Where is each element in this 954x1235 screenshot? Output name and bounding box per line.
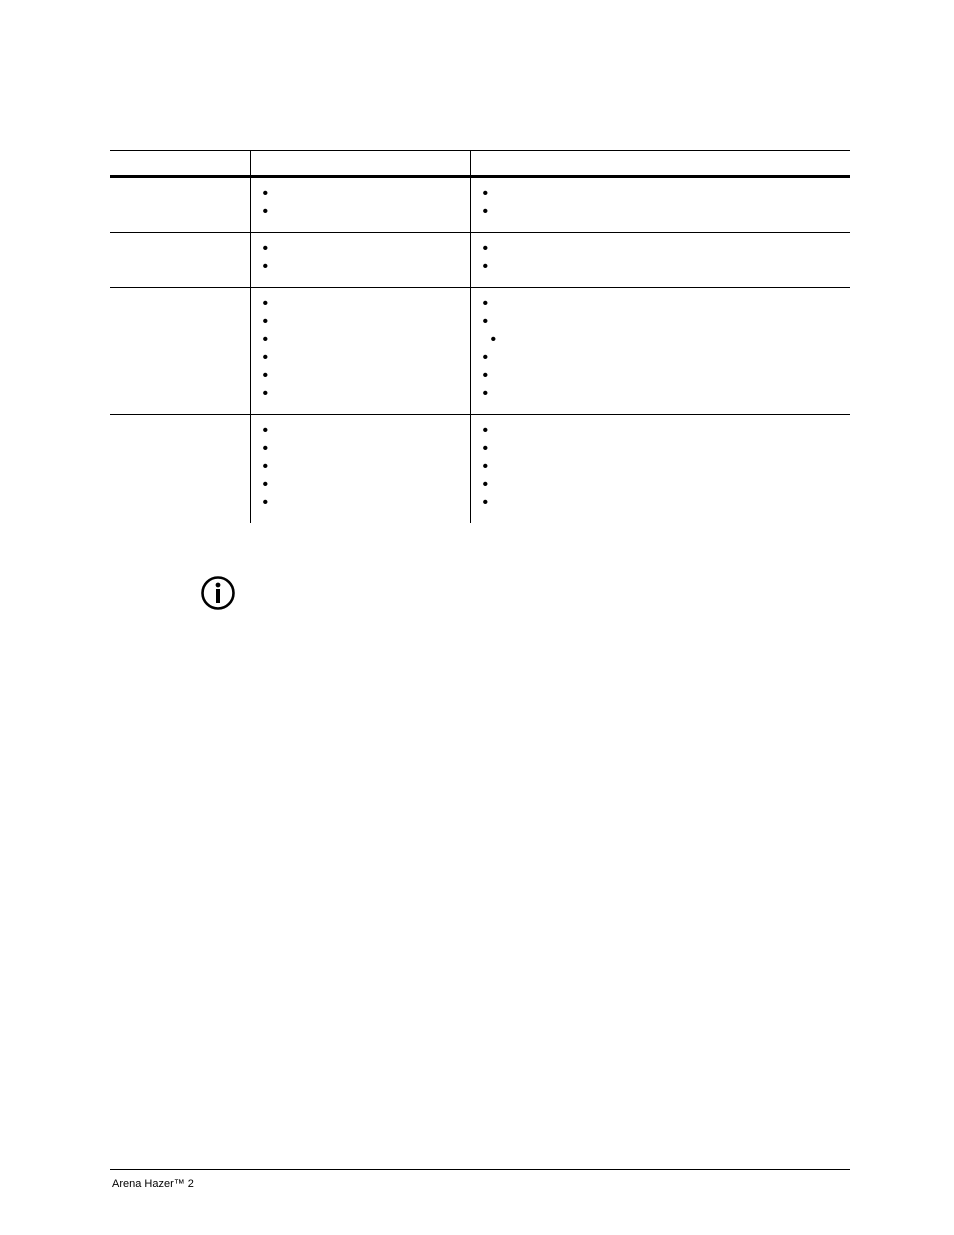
- bullet-item: .: [257, 459, 464, 477]
- bullet-item: .: [257, 477, 464, 495]
- bullet-list: .....: [477, 423, 845, 513]
- table-row: ............: [110, 288, 850, 415]
- bullet-item: .: [257, 350, 464, 368]
- table-row: ..........: [110, 415, 850, 524]
- bullet-list: ..: [477, 241, 845, 277]
- bullet-item: .: [477, 186, 845, 204]
- bullet-item: .: [477, 459, 845, 477]
- table-cell: [110, 288, 250, 415]
- table-cell: ..: [470, 177, 850, 233]
- info-icon: [200, 575, 236, 611]
- bullet-item: .: [477, 441, 845, 459]
- bullet-list: ..: [477, 186, 845, 222]
- table-header-row: [110, 151, 850, 177]
- bullet-item: .: [257, 423, 464, 441]
- table-cell: ..: [250, 177, 470, 233]
- bullet-item: .: [477, 423, 845, 441]
- bullet-item: .: [477, 477, 845, 495]
- troubleshooting-table: ..............................: [110, 150, 850, 523]
- bullet-list: ..: [257, 186, 464, 222]
- bullet-item: .: [257, 368, 464, 386]
- bullet-item: .: [257, 314, 464, 332]
- table-cell: ......: [470, 288, 850, 415]
- bullet-item: .: [477, 350, 845, 368]
- bullet-item: .: [257, 296, 464, 314]
- table-cell: .....: [250, 415, 470, 524]
- bullet-item: .: [257, 386, 464, 404]
- content-area: ..............................: [110, 150, 850, 523]
- table-header-cell: [110, 151, 250, 177]
- table-cell: ......: [250, 288, 470, 415]
- table-cell: .....: [470, 415, 850, 524]
- bullet-list: .....: [257, 423, 464, 513]
- table-cell: [110, 233, 250, 288]
- bullet-item: .: [477, 314, 845, 332]
- bullet-item: .: [257, 332, 464, 350]
- footer-text: Arena Hazer™ 2: [112, 1178, 194, 1190]
- bullet-item: .: [477, 386, 845, 404]
- bullet-item: .: [257, 186, 464, 204]
- page: .............................. Arena Haz…: [0, 0, 954, 1235]
- bullet-item: .: [477, 241, 845, 259]
- table-header-cell: [250, 151, 470, 177]
- bullet-item: .: [477, 495, 845, 513]
- table-cell: ..: [470, 233, 850, 288]
- bullet-item: .: [257, 441, 464, 459]
- bullet-item: .: [477, 332, 845, 350]
- bullet-item: .: [257, 259, 464, 277]
- table-cell: [110, 415, 250, 524]
- bullet-item: .: [477, 368, 845, 386]
- bullet-item: .: [257, 495, 464, 513]
- bullet-item: .: [257, 241, 464, 259]
- table-row: ....: [110, 233, 850, 288]
- bullet-list: ..: [477, 296, 845, 332]
- table-row: ....: [110, 177, 850, 233]
- table-cell: ..: [250, 233, 470, 288]
- footer-rule: [110, 1169, 850, 1170]
- table-header-cell: [470, 151, 850, 177]
- bullet-item: .: [257, 204, 464, 222]
- bullet-list: ...: [477, 350, 845, 404]
- bullet-item: .: [477, 204, 845, 222]
- bullet-item: .: [477, 259, 845, 277]
- bullet-list: .: [477, 332, 845, 350]
- table-cell: [110, 177, 250, 233]
- bullet-list: ......: [257, 296, 464, 404]
- bullet-list: ..: [257, 241, 464, 277]
- bullet-item: .: [477, 296, 845, 314]
